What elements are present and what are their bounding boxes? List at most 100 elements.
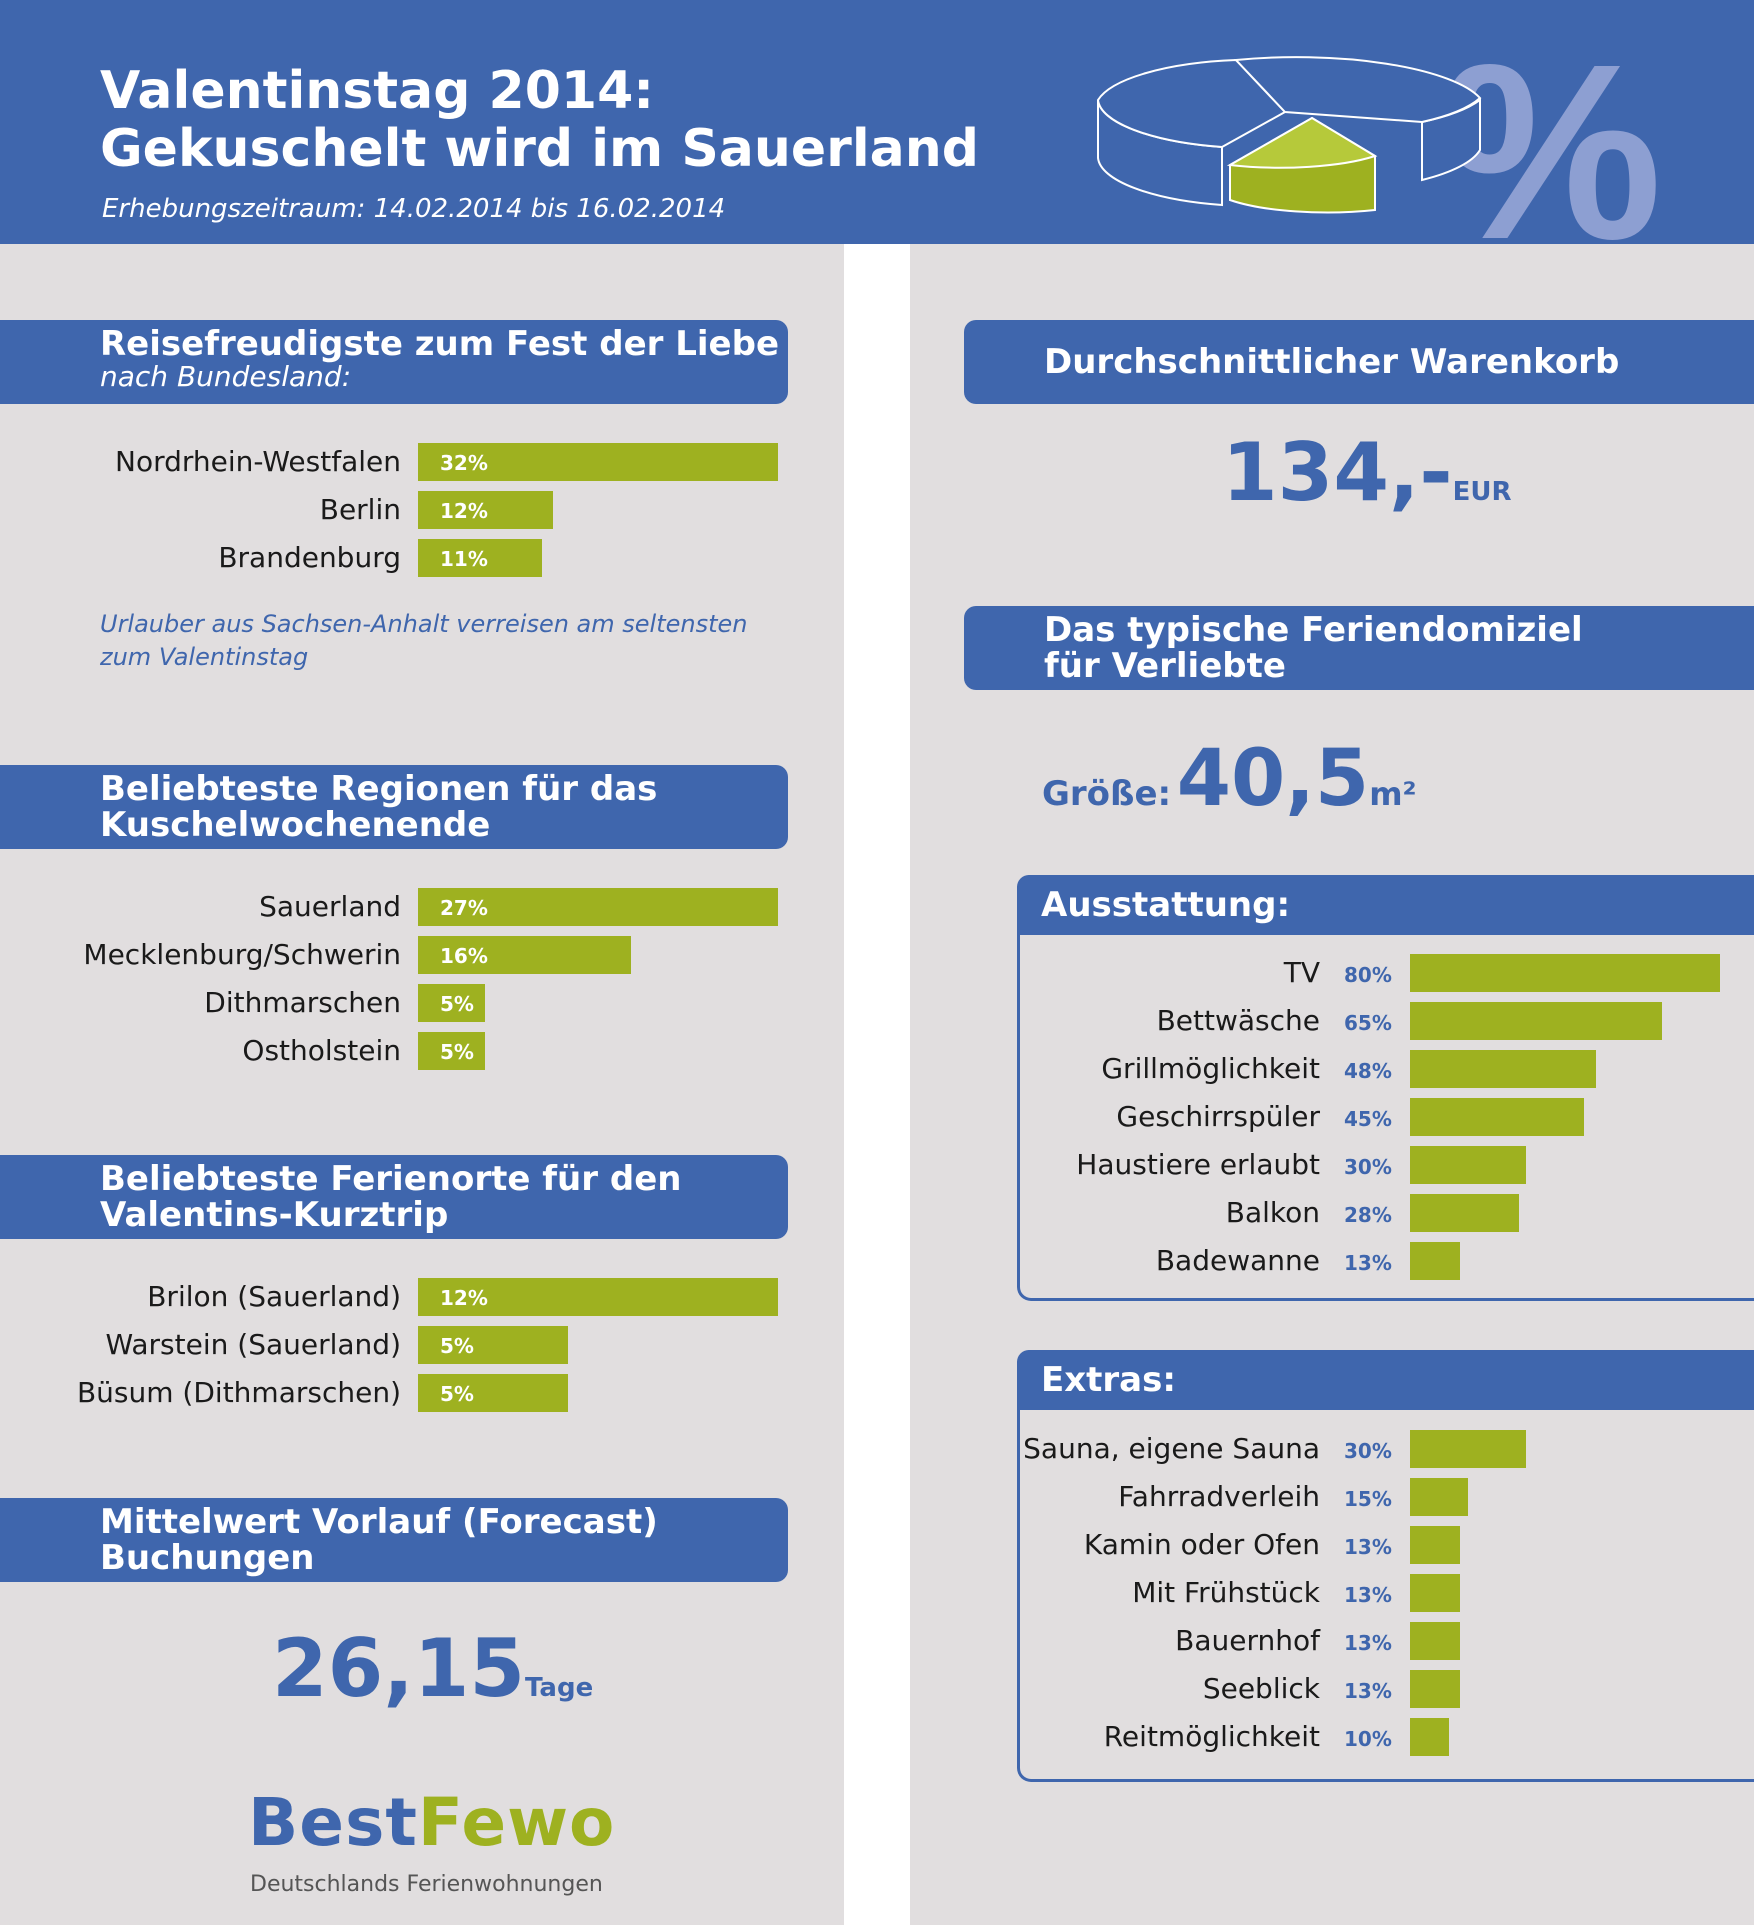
bar-value-label: 5% [440, 1334, 474, 1358]
bar-value-label: 13% [1344, 1583, 1392, 1607]
bar-label: Brandenburg [218, 541, 401, 574]
bar-label: Mit Frühstück [1132, 1576, 1320, 1609]
bar-value-label: 13% [1344, 1535, 1392, 1559]
forecast-number: 26,15 [272, 1622, 526, 1715]
bar: 11% [418, 539, 542, 577]
groesse-value: Größe: 40,5m² [1042, 735, 1417, 823]
bar-label: Nordrhein-Westfalen [115, 445, 401, 478]
extras-header: Extras: [1017, 1350, 1754, 1410]
bar-value-label: 80% [1344, 963, 1392, 987]
bar-label: Reitmöglichkeit [1103, 1720, 1320, 1753]
bar-label: Balkon [1225, 1196, 1320, 1229]
bar: 5% [418, 984, 485, 1022]
section-title-line-1: Beliebteste Regionen für das [100, 769, 658, 809]
pie-chart-illustration: % [1096, 12, 1662, 244]
bar-value-label: 16% [440, 944, 488, 968]
warenkorb-number: 134,- [1222, 426, 1453, 519]
section-banner-regionen: Beliebteste Regionen für das Kuschelwoch… [0, 765, 788, 849]
section-banner-domizil: Das typische Feriendomiziel für Verliebt… [964, 606, 1754, 690]
bar-label: Berlin [319, 493, 401, 526]
logo-tagline: Deutschlands Ferienwohnungen [250, 1872, 603, 1897]
bar-label: Warstein (Sauerland) [105, 1328, 401, 1361]
bar-value-label: 13% [1344, 1679, 1392, 1703]
title-line-2: Gekuschelt wird im Sauerland [100, 119, 979, 179]
bar-value-label: 12% [440, 499, 488, 523]
section-title-line-1: Das typische Feriendomiziel [1044, 610, 1583, 650]
section-title-line-2: Kuschelwochenende [100, 805, 491, 845]
bar [1410, 1622, 1460, 1660]
bar [1410, 1098, 1584, 1136]
groesse-label: Größe: [1042, 774, 1172, 814]
note-line-1: Urlauber aus Sachsen-Anhalt verreisen am… [100, 610, 748, 638]
groesse-unit: m² [1369, 775, 1417, 813]
ausstattung-header: Ausstattung: [1017, 875, 1754, 935]
bar-label: Dithmarschen [204, 986, 401, 1019]
column-divider [844, 244, 910, 1925]
bar-label: Sauna, eigene Sauna [1023, 1432, 1320, 1465]
header-banner: Valentinstag 2014: Gekuschelt wird im Sa… [0, 0, 1754, 244]
bar [1410, 1002, 1662, 1040]
section-banner-bundesland: Reisefreudigste zum Fest der Liebe nach … [0, 320, 788, 404]
bar-label: Fahrradverleih [1118, 1480, 1320, 1513]
bar-value-label: 12% [440, 1286, 488, 1310]
forecast-value: 26,15Tage [272, 1624, 593, 1714]
bar-value-label: 15% [1344, 1487, 1392, 1511]
groesse-number: 40,5 [1176, 734, 1370, 824]
section-subtitle: nach Bundesland: [100, 360, 352, 393]
bar-label: Brilon (Sauerland) [147, 1280, 401, 1313]
section-title-line-1: Beliebteste Ferienorte für den [100, 1159, 682, 1199]
bar-label: Haustiere erlaubt [1076, 1148, 1320, 1181]
bar-label: Büsum (Dithmarschen) [76, 1376, 401, 1409]
section-title: Reisefreudigste zum Fest der Liebe [100, 324, 780, 364]
bar-value-label: 5% [440, 1040, 474, 1064]
bar: 5% [418, 1326, 568, 1364]
bar [1410, 1574, 1460, 1612]
bar-value-label: 45% [1344, 1107, 1392, 1131]
bar-label: Geschirrspüler [1116, 1100, 1320, 1133]
bar-value-label: 13% [1344, 1631, 1392, 1655]
bar-value-label: 11% [440, 547, 488, 571]
bar [1410, 1050, 1596, 1088]
bar-value-label: 27% [440, 896, 488, 920]
bar-value-label: 30% [1344, 1155, 1392, 1179]
bar [1410, 1242, 1460, 1280]
forecast-unit: Tage [525, 1673, 594, 1703]
bar-value-label: 5% [440, 992, 474, 1016]
note-line-2: zum Valentinstag [100, 643, 309, 671]
section-banner-orte: Beliebteste Ferienorte für den Valentins… [0, 1155, 788, 1239]
bar [1410, 1670, 1460, 1708]
bar-value-label: 48% [1344, 1059, 1392, 1083]
sachsen-anhalt-note: Urlauber aus Sachsen-Anhalt verreisen am… [100, 608, 780, 674]
logo-fewo: Fewo [417, 1784, 616, 1861]
bar [1410, 1718, 1449, 1756]
section-banner-vorlauf: Mittelwert Vorlauf (Forecast) Buchungen [0, 1498, 788, 1582]
bestfewo-logo: BestFewo [248, 1788, 615, 1858]
bar [1410, 1146, 1526, 1184]
survey-period: Erhebungszeitraum: 14.02.2014 bis 16.02.… [102, 194, 726, 224]
bar [1410, 954, 1720, 992]
bar [1410, 1526, 1460, 1564]
bar: 16% [418, 936, 631, 974]
bar [1410, 1194, 1519, 1232]
section-title-line-2: Buchungen [100, 1538, 315, 1578]
bar: 5% [418, 1032, 485, 1070]
bar-label: Sauerland [259, 890, 401, 923]
section-banner-warenkorb: Durchschnittlicher Warenkorb [964, 320, 1754, 404]
bar-value-label: 13% [1344, 1251, 1392, 1275]
bar: 32% [418, 443, 778, 481]
bar-value-label: 28% [1344, 1203, 1392, 1227]
bar: 12% [418, 491, 553, 529]
bar-value-label: 10% [1344, 1727, 1392, 1751]
page-title: Valentinstag 2014: Gekuschelt wird im Sa… [100, 62, 979, 178]
bar-label: Seeblick [1202, 1672, 1320, 1705]
section-title-line-2: für Verliebte [1044, 646, 1286, 686]
warenkorb-value: 134,-EUR [1222, 428, 1512, 518]
bar-label: Mecklenburg/Schwerin [83, 938, 401, 971]
bar: 27% [418, 888, 778, 926]
title-line-1: Valentinstag 2014: [100, 61, 655, 121]
bar-value-label: 32% [440, 451, 488, 475]
bar-value-label: 30% [1344, 1439, 1392, 1463]
section-title-line-2: Valentins-Kurztrip [100, 1195, 449, 1235]
section-title-line-1: Mittelwert Vorlauf (Forecast) [100, 1502, 658, 1542]
warenkorb-unit: EUR [1452, 477, 1512, 507]
